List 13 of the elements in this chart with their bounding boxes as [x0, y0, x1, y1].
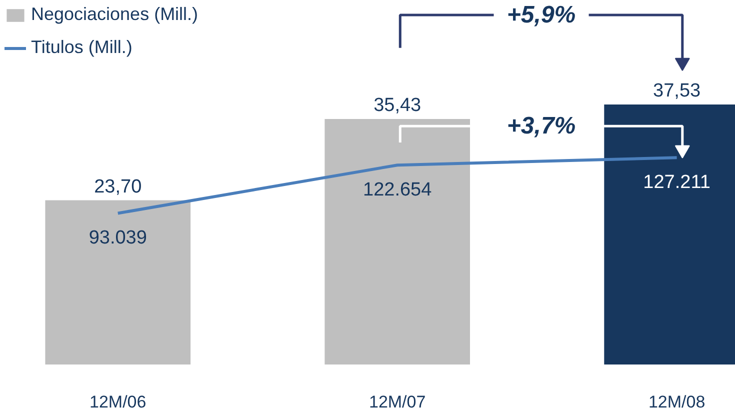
data-label: 122.654: [363, 179, 432, 200]
x-tick-label: 12M/08: [648, 392, 706, 412]
annotation: +3,7%: [506, 112, 576, 140]
data-label: 37,53: [653, 80, 701, 102]
data-label: 35,43: [374, 95, 422, 116]
legend-label: Negociaciones (Mill.): [31, 4, 198, 25]
x-tick-label: 12M/06: [90, 392, 146, 412]
data-label: 23,70: [94, 176, 142, 198]
legend-label: Titulos (Mill.): [31, 37, 132, 58]
text: +5,9%: [506, 2, 576, 29]
data-label: 127.211: [643, 172, 710, 194]
data-label: 93.039: [88, 228, 147, 249]
x-tick-label: 12M/07: [368, 392, 426, 412]
